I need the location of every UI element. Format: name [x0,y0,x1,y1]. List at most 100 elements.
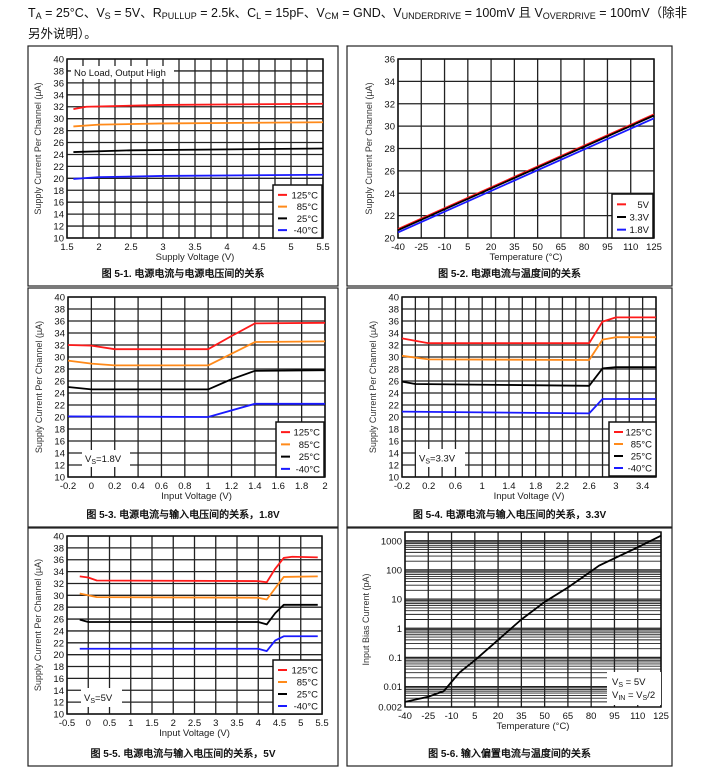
series-line-25°C [73,147,324,153]
header-text: = 5V、R [110,6,162,20]
x-tick-label: 110 [623,242,638,253]
x-tick-label: 5.5 [315,718,328,729]
legend-label: 125°C [625,428,652,439]
y-tick-label: 22 [53,638,64,649]
x-tick-label: 125 [653,711,669,722]
y-tick-label: 26 [53,615,64,626]
y-tick-label: 16 [53,674,64,685]
y-axis-label: Supply Current Per Channel (µA) [34,321,44,453]
x-tick-label: 5 [288,242,293,253]
y-tick-label: 38 [54,305,65,316]
header-text: = 100mV 且 V [461,6,543,20]
legend-label: 125°C [291,190,318,201]
x-tick-label: 1 [480,481,485,492]
figure-caption: 图 5-1. 电源电流与电源电压间的关系 [102,267,265,280]
series-line--40°C [79,635,318,653]
x-tick-label: 1.2 [225,481,238,492]
y-tick-label: 36 [53,555,64,566]
y-tick-label: 22 [388,401,399,412]
figure-caption: 图 5-3. 电源电流与输入电压间的关系，1.8V [86,508,280,521]
header-text: = 15pF、V [261,6,325,20]
y-tick-label: 28 [54,365,65,376]
series-line-85°C [401,336,656,361]
y-tick-label: 36 [53,78,64,89]
series-line-25°C [401,366,656,387]
y-tick-label: 34 [384,77,395,88]
x-tick-label: 65 [563,711,574,722]
x-tick-label: 65 [556,242,567,253]
series-line-1.8V [397,117,655,234]
annotation-subscript: S [91,459,96,466]
plot-border [401,296,657,478]
series-line-125°C [79,555,318,584]
legend-label: 5V [637,200,649,211]
annotation-text: VS = 5V [612,677,646,689]
y-tick-label: 40 [53,55,64,66]
y-tick-label: 32 [54,341,65,352]
x-tick-label: 35 [509,242,520,253]
y-tick-label: 38 [53,66,64,77]
series-line-5V [397,113,655,230]
y-tick-label: 32 [388,341,399,352]
y-tick-label: 30 [53,591,64,602]
y-tick-label: 20 [53,174,64,185]
legend-label: -40°C [296,464,321,475]
x-axis-label: Input Voltage (V) [494,491,565,502]
header-text: T [28,6,36,20]
x-tick-label: -25 [414,242,428,253]
y-tick-label: 34 [388,329,399,340]
y-tick-label: 18 [53,662,64,673]
series-line-bias-current [404,534,662,703]
annotation-text: VS=5V [84,693,113,705]
chart-5: -0.5 0 0.5 1 1.5 2 2.5 3 3.5 4 4.5 5 5.5 101214161820… [27,527,339,767]
annotation-part: No Load, Output High [74,68,166,79]
y-tick-label: 26 [54,377,65,388]
y-tick-label: 28 [384,144,395,155]
y-tick-label: 32 [384,99,395,110]
x-tick-label: 4.5 [273,718,286,729]
y-tick-label: 16 [53,198,64,209]
x-tick-label: 0.2 [422,481,435,492]
x-tick-label: 110 [630,711,645,722]
x-tick-label: -10 [445,711,459,722]
annotation-text: No Load, Output High [74,68,166,79]
y-tick-label: 10 [53,710,64,721]
x-tick-label: -40 [391,242,405,253]
annotation-part: =3.3V [430,454,456,465]
y-tick-label: 20 [384,234,395,245]
x-tick-label: 5.5 [316,242,329,253]
x-axis-label: Temperature (°C) [497,721,570,732]
y-tick-label: 36 [384,55,395,66]
x-tick-label: 2.2 [556,481,569,492]
y-tick-label: 12 [53,222,64,233]
x-tick-label: 0.6 [449,481,462,492]
legend-label: 25°C [297,214,318,225]
y-tick-label: 12 [53,698,64,709]
x-tick-label: 3.4 [636,481,649,492]
y-tick-label: 14 [53,686,64,697]
series-line--40°C [73,173,324,180]
header-subscript: UNDERDRIVE [401,11,462,21]
y-tick-label: 22 [384,211,395,222]
y-tick-label: 34 [54,329,65,340]
y-tick-label: 34 [53,90,64,101]
x-axis-label: Input Voltage (V) [161,491,232,502]
y-tick-label: 38 [53,543,64,554]
y-tick-label: 12 [388,461,399,472]
y-tick-label: 26 [53,138,64,149]
x-tick-label: 1.5 [145,718,158,729]
annotation-subscript: IN [618,695,625,702]
y-tick-label: 18 [388,425,399,436]
legend-label: 25°C [631,452,652,463]
annotation-part: V [612,677,619,688]
y-tick-label: 10 [54,473,65,484]
panel-border [27,45,339,287]
header-text: = GND、V [338,6,402,20]
y-axis-label: Input Bias Current (pA) [361,573,371,665]
annotation-box [71,66,174,79]
y-tick-label: 18 [53,186,64,197]
series-line-85°C [79,575,318,601]
y-tick-label: 30 [384,122,395,133]
annotation-box [81,688,122,707]
